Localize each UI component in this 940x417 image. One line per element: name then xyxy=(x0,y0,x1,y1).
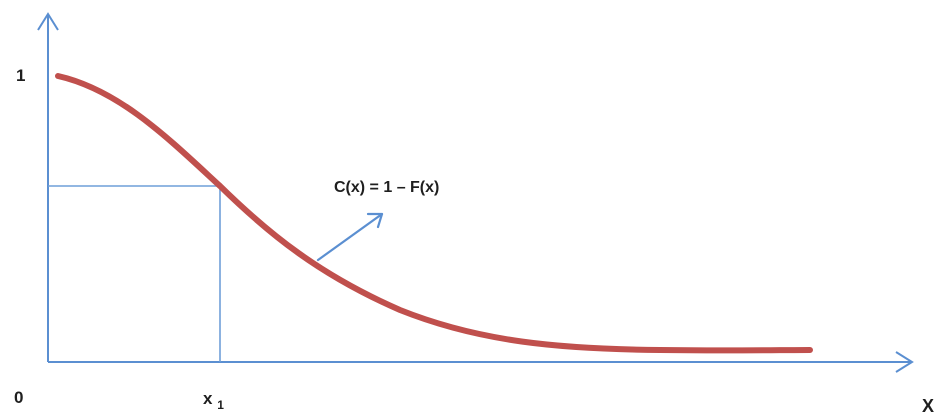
x1-label-base: x xyxy=(203,389,213,408)
y-axis-arrowhead xyxy=(37,12,59,31)
pointer-arrowhead xyxy=(366,212,384,229)
x-axis-arrowhead xyxy=(895,351,914,373)
survival-curve xyxy=(55,73,813,354)
x1-label-subscript: 1 xyxy=(217,398,224,412)
x-axis-label: X xyxy=(922,396,934,416)
origin-label: 0 xyxy=(14,388,23,407)
pointer-arrow xyxy=(316,212,384,262)
curve-label: C(x) = 1 – F(x) xyxy=(334,179,439,196)
x1-label: x 1 xyxy=(203,389,224,412)
y-tick-one: 1 xyxy=(16,66,25,85)
